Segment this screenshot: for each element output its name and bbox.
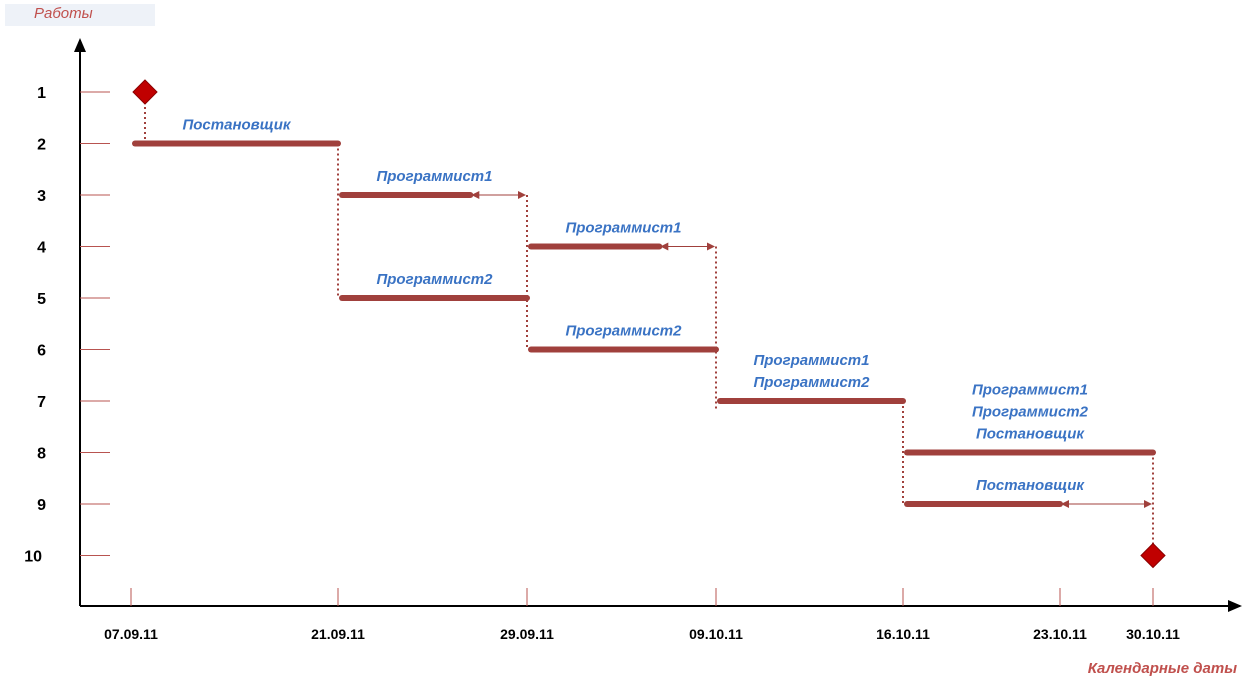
y-axis-title-box: [5, 4, 155, 26]
row-label: 8: [37, 446, 46, 463]
date-label: 23.10.11: [1033, 626, 1087, 642]
date-label: 29.09.11: [500, 626, 554, 642]
task-label: Программист1: [565, 220, 681, 237]
row-label: 4: [37, 240, 46, 257]
date-label: 09.10.11: [689, 626, 743, 642]
row-label: 9: [37, 497, 46, 514]
row-label: 1: [37, 85, 46, 102]
milestone-diamond: [1140, 542, 1166, 569]
task-label: Программист1: [376, 168, 492, 185]
row-label: 2: [37, 137, 46, 154]
task-label: Постановщик: [182, 117, 291, 134]
task-label: Программист2: [565, 323, 682, 340]
row-label: 5: [37, 291, 46, 308]
row-label: 10: [24, 549, 42, 566]
task-label: Программист2: [376, 271, 493, 288]
task-label: Программист2: [753, 374, 870, 391]
date-label: 30.10.11: [1126, 626, 1180, 642]
task-label: Программист1: [753, 352, 869, 369]
task-label: Постановщик: [976, 426, 1085, 443]
milestone-diamond: [132, 79, 158, 105]
date-label: 07.09.11: [104, 626, 158, 642]
row-label: 6: [37, 343, 46, 360]
task-label: Программист1: [972, 382, 1088, 399]
x-axis-title: Календарные даты: [1087, 660, 1237, 677]
task-label: Программист2: [972, 404, 1089, 421]
date-label: 21.09.11: [311, 626, 365, 642]
task-label: Постановщик: [976, 477, 1085, 494]
row-label: 7: [37, 394, 46, 411]
date-label: 16.10.11: [876, 626, 930, 642]
y-axis-title: Работы: [34, 5, 93, 22]
row-label: 3: [37, 188, 46, 205]
